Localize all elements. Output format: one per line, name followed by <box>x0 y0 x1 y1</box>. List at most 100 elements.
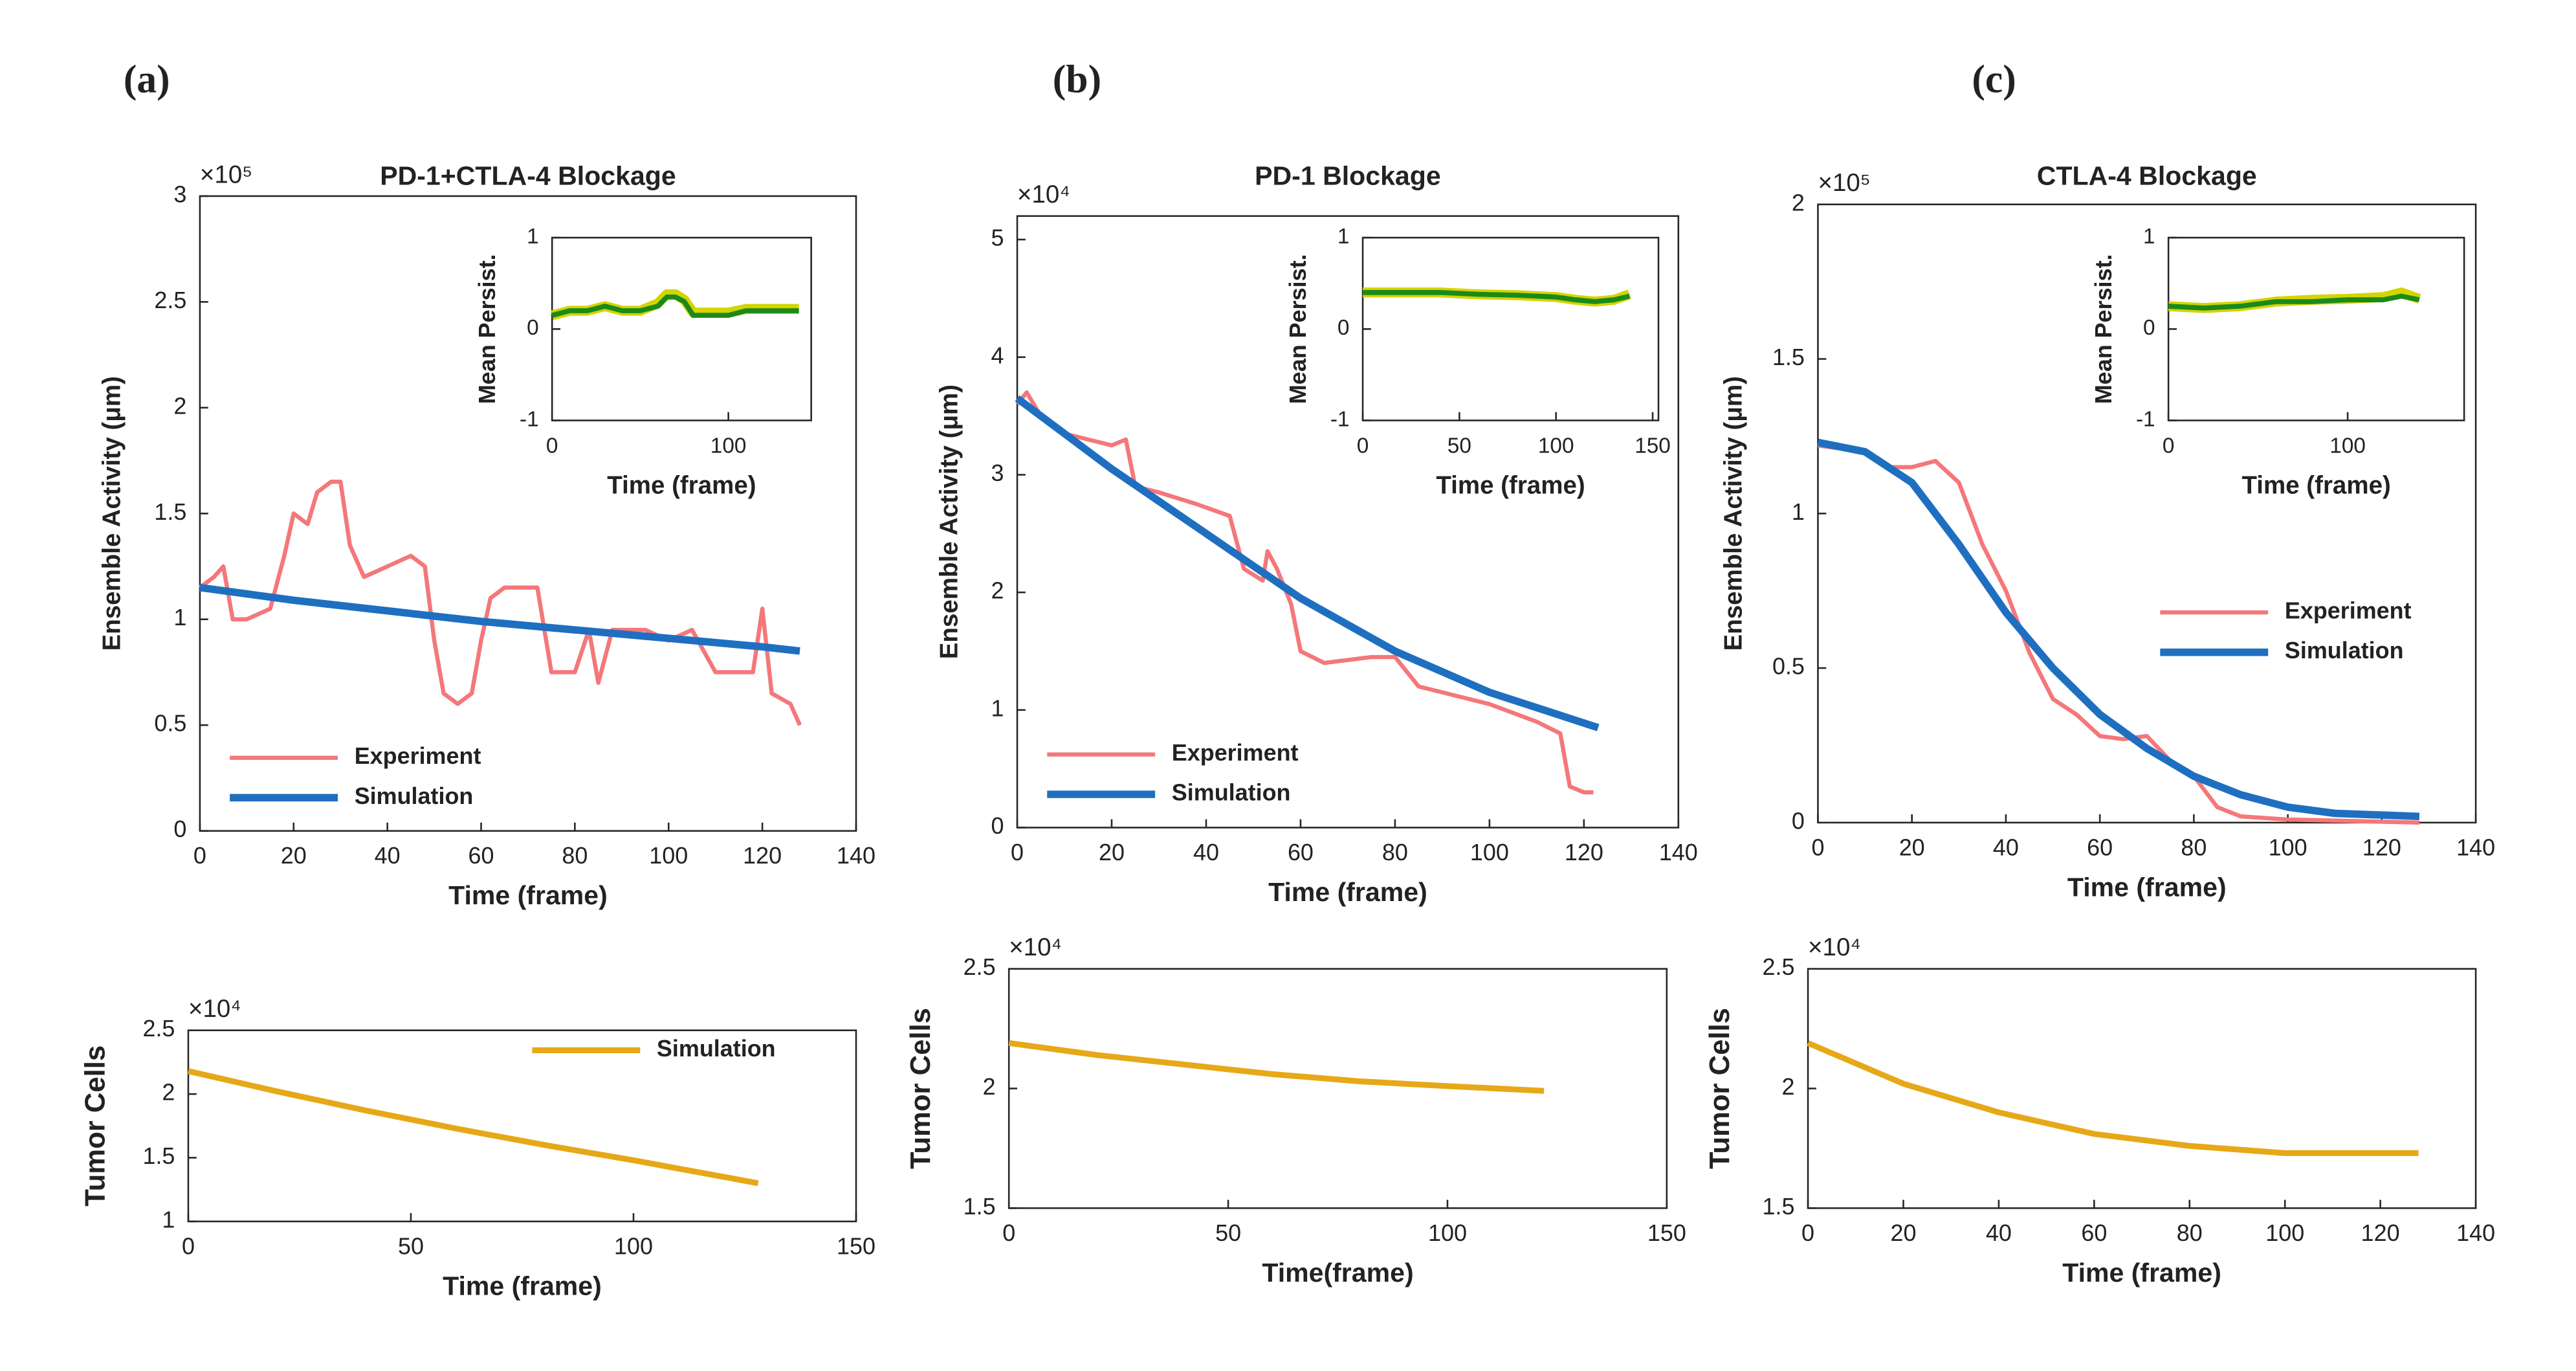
y-tick-label: -1 <box>1330 407 1350 431</box>
legend-label: Simulation <box>355 783 474 809</box>
x-tick-label: 60 <box>1288 839 1314 865</box>
x-tick-label: 40 <box>1193 839 1219 865</box>
x-tick-label: 100 <box>2269 834 2307 860</box>
y-tick-label: 0 <box>1338 316 1350 340</box>
y-axis-label: Tumor Cells <box>1704 1008 1735 1169</box>
y-tick-label: 2 <box>1792 189 1805 216</box>
y-tick-label: 1.5 <box>1763 1193 1795 1220</box>
chart-title: PD-1 Blockage <box>1255 161 1441 191</box>
x-tick-label: 0 <box>1357 434 1369 458</box>
chart-title: CTLA-4 Blockage <box>2037 161 2257 191</box>
y-axis-label: Mean Persist. <box>1284 254 1311 404</box>
y-tick-label: 3 <box>991 460 1004 486</box>
plot-area <box>1007 968 1668 1209</box>
y-tick-label: 0 <box>527 316 539 340</box>
panel-label: (b) <box>1053 58 1101 102</box>
x-tick-label: 60 <box>2087 834 2113 860</box>
y-tick-label: 1.5 <box>142 1142 175 1169</box>
y-tick-label: 2 <box>162 1079 175 1106</box>
x-axis-label: Time (frame) <box>448 880 608 910</box>
plot-area <box>187 1029 857 1223</box>
x-tick-label: 0 <box>182 1233 195 1260</box>
legend-label: Simulation <box>657 1035 776 1062</box>
x-axis-label: Time (frame) <box>1436 471 1585 499</box>
x-tick-label: 100 <box>2329 434 2366 458</box>
x-tick-label: 0 <box>1811 834 1824 860</box>
y-axis-label: Mean Persist. <box>474 254 500 404</box>
y-tick-label: 1.5 <box>1772 344 1805 370</box>
x-tick-label: 140 <box>837 842 875 869</box>
x-tick-label: 40 <box>1986 1220 2012 1246</box>
y-tick-label: 5 <box>991 225 1004 251</box>
series-line <box>1363 289 1631 304</box>
y-tick-label: 2.5 <box>1763 953 1795 980</box>
x-tick-label: 120 <box>743 842 782 869</box>
x-axis-label: Time(frame) <box>1262 1258 1413 1287</box>
y-tick-label: 1.5 <box>963 1193 996 1220</box>
x-tick-label: 20 <box>281 842 307 869</box>
x-tick-label: 20 <box>1099 839 1125 865</box>
x-tick-label: 50 <box>398 1233 424 1260</box>
y-tick-label: 0 <box>991 812 1004 839</box>
x-tick-label: 140 <box>1659 839 1698 865</box>
plot-area <box>551 236 812 421</box>
series-line <box>1015 395 1600 731</box>
y-tick-label: 2.5 <box>963 953 996 980</box>
y-multiplier: ×10⁴ <box>1808 933 1861 961</box>
legend-label: Experiment <box>1172 739 1299 766</box>
x-tick-label: 140 <box>2456 1220 2495 1246</box>
x-tick-label: 150 <box>1647 1220 1686 1246</box>
x-tick-label: 100 <box>1470 839 1509 865</box>
x-tick-label: 20 <box>1890 1220 1916 1246</box>
y-tick-label: 1.5 <box>154 498 186 525</box>
x-tick-label: 20 <box>1899 834 1925 860</box>
y-axis-label: Ensemble Activity (μm) <box>1719 376 1747 651</box>
x-axis-label: Time (frame) <box>2067 872 2227 902</box>
y-tick-label: -1 <box>2136 407 2155 431</box>
x-tick-label: 80 <box>2177 1220 2203 1246</box>
x-axis-label: Time (frame) <box>2241 471 2390 499</box>
x-axis-label: Time (frame) <box>607 471 756 499</box>
x-axis-label: Time (frame) <box>1268 877 1427 907</box>
x-tick-label: 0 <box>1011 839 1024 865</box>
x-tick-label: 100 <box>649 842 688 869</box>
x-tick-label: 0 <box>193 842 206 869</box>
x-tick-label: 0 <box>1801 1220 1814 1246</box>
y-tick-label: 1 <box>2143 225 2155 249</box>
plot-area <box>1807 968 2477 1209</box>
x-tick-label: 140 <box>2456 834 2495 860</box>
x-tick-label: 80 <box>1382 839 1408 865</box>
x-tick-label: 150 <box>1635 434 1671 458</box>
x-axis-label: Time (frame) <box>2062 1258 2221 1287</box>
x-tick-label: 0 <box>2163 434 2175 458</box>
legend-label: Experiment <box>355 742 481 769</box>
y-axis-label: Mean Persist. <box>2090 254 2117 404</box>
series-line <box>1008 1040 1545 1094</box>
y-multiplier: ×10⁴ <box>188 995 241 1023</box>
y-tick-label: 1 <box>1338 225 1350 249</box>
y-multiplier: ×10⁵ <box>1818 169 1870 197</box>
x-tick-label: 40 <box>1993 834 2019 860</box>
y-tick-label: 0 <box>2143 316 2155 340</box>
y-axis-label: Tumor Cells <box>79 1045 111 1207</box>
series-line <box>199 480 802 726</box>
y-multiplier: ×10⁵ <box>200 161 252 188</box>
panel-label: (a) <box>124 58 170 102</box>
x-tick-label: 80 <box>2181 834 2207 860</box>
y-tick-label: 0 <box>173 816 186 842</box>
y-tick-label: 1 <box>162 1206 175 1232</box>
y-axis-label: Tumor Cells <box>905 1008 936 1169</box>
series-line <box>199 583 800 655</box>
x-tick-label: 120 <box>2361 1220 2400 1246</box>
x-tick-label: 100 <box>710 434 747 458</box>
chart-title: PD-1+CTLA-4 Blockage <box>380 161 676 191</box>
y-axis-label: Ensemble Activity (μm) <box>936 385 963 659</box>
y-tick-label: 1 <box>1792 498 1805 525</box>
x-tick-label: 50 <box>1448 434 1471 458</box>
x-tick-label: 100 <box>1428 1220 1467 1246</box>
series-line <box>1807 1040 2419 1156</box>
y-tick-label: 0.5 <box>1772 653 1805 680</box>
y-tick-label: 2 <box>1782 1073 1795 1100</box>
y-tick-label: 4 <box>991 342 1004 368</box>
